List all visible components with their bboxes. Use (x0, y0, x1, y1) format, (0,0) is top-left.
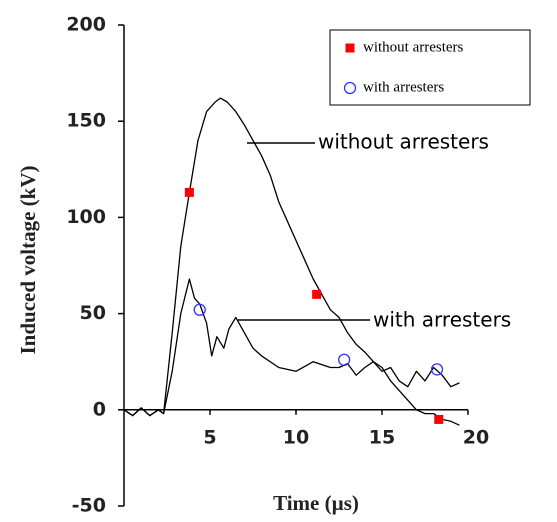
annotation: with arresters (373, 308, 511, 332)
legend-label: without arresters (363, 39, 464, 55)
x-tick-label: 5 (203, 426, 216, 448)
x-tick-label: 10 (283, 426, 309, 448)
legend-symbol (345, 43, 355, 53)
y-tick-label: -50 (72, 495, 106, 517)
y-tick-label: 50 (80, 302, 106, 324)
x-axis-title: Time (µs) (273, 491, 359, 515)
data-marker (434, 414, 444, 424)
data-marker (193, 303, 206, 316)
data-marker (338, 353, 351, 366)
annotation: without arresters (318, 130, 489, 154)
legend-label: with arresters (363, 79, 444, 95)
y-axis-title: Induced voltage (kV) (16, 165, 40, 354)
data-marker (430, 363, 444, 376)
x-tick-label: 15 (369, 426, 395, 448)
y-tick-label: 100 (66, 206, 106, 228)
series-line (123, 278, 460, 417)
y-tick-label: 0 (93, 398, 106, 420)
data-marker (312, 289, 322, 299)
y-tick-label: 200 (66, 14, 106, 36)
x-tick-label: 20 (463, 426, 489, 448)
legend-symbol (343, 81, 357, 95)
y-tick-label: 150 (66, 110, 106, 132)
legend-box (329, 29, 531, 106)
data-marker (184, 187, 194, 197)
series-line (123, 97, 460, 426)
